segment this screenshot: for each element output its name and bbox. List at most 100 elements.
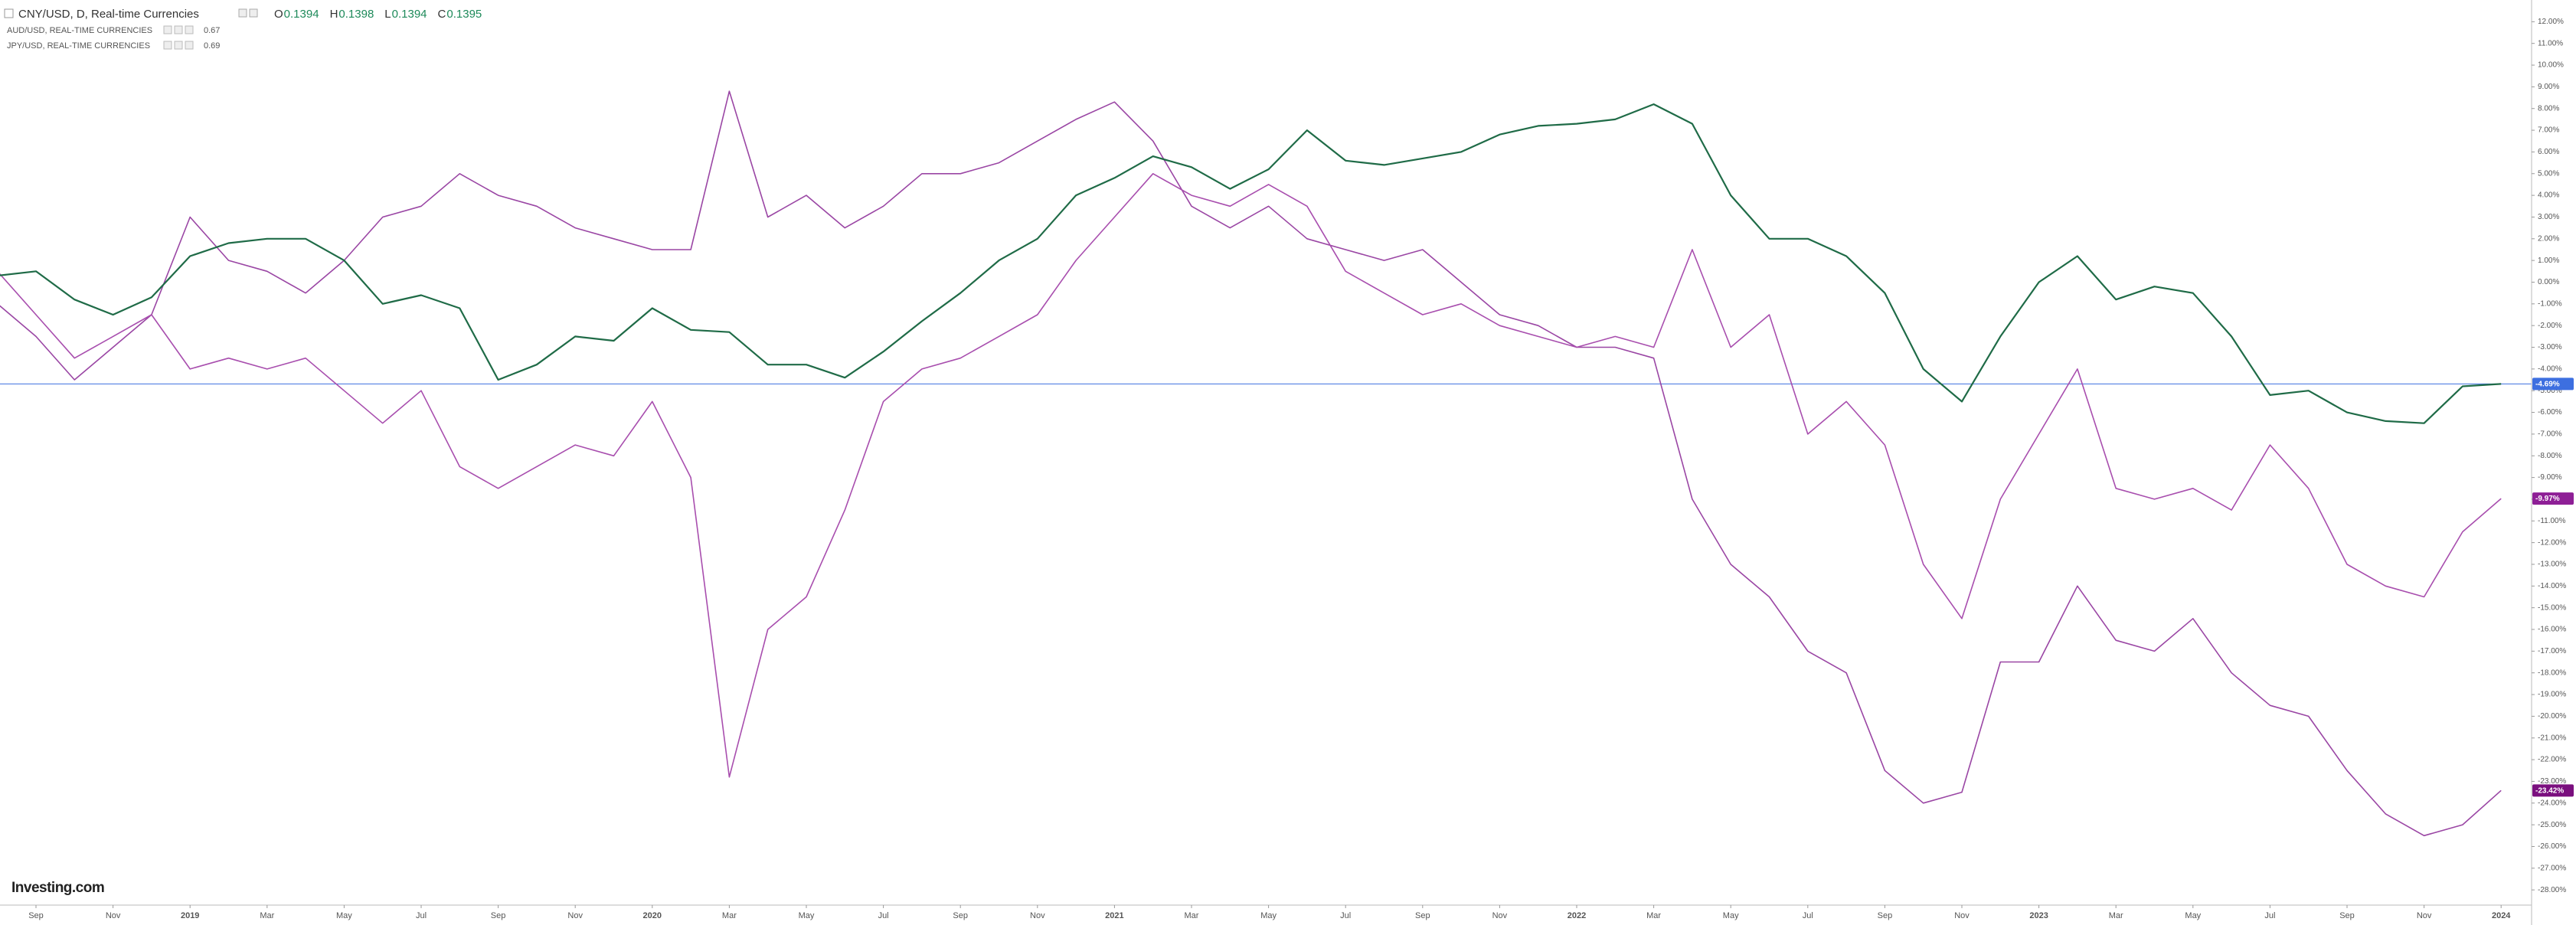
- x-tick-label: May: [1723, 911, 1739, 920]
- y-tick-label: -16.00%: [2538, 626, 2566, 634]
- badge-bg: [2532, 492, 2574, 505]
- x-tick-label: May: [1260, 911, 1277, 920]
- legend-icon[interactable]: [174, 41, 183, 50]
- x-tick-label: Jul: [2264, 911, 2275, 920]
- x-tick-label: Nov: [567, 911, 583, 920]
- settings-icon[interactable]: [238, 8, 247, 18]
- y-tick-label: 5.00%: [2538, 169, 2559, 178]
- y-tick-label: 7.00%: [2538, 126, 2559, 135]
- x-tick-label: Jul: [878, 911, 889, 920]
- x-tick-label: Sep: [1415, 911, 1430, 920]
- main-symbol: CNY/USD, D, Real-time Currencies: [18, 8, 199, 21]
- x-tick-label: Jul: [1803, 911, 1813, 920]
- ohlc-value: 0.1395: [446, 8, 482, 21]
- legend-icon[interactable]: [185, 41, 194, 50]
- x-tick-label: Mar: [2109, 911, 2123, 920]
- x-tick-label: 2019: [181, 911, 199, 920]
- y-tick-label: 2.00%: [2538, 234, 2559, 243]
- x-tick-label: Mar: [260, 911, 274, 920]
- collapse-icon[interactable]: [4, 8, 14, 18]
- x-tick-label: May: [2185, 911, 2201, 920]
- y-tick-label: -1.00%: [2538, 299, 2562, 308]
- x-tick-label: Jul: [1340, 911, 1351, 920]
- y-tick-label: -24.00%: [2538, 799, 2566, 807]
- y-tick-label: -4.00%: [2538, 365, 2562, 374]
- y-tick-label: 1.00%: [2538, 257, 2559, 265]
- ohlc: O 0.1394 H 0.1398 L 0.1394 C 0.1395: [274, 8, 482, 21]
- y-tick-label: -3.00%: [2538, 343, 2562, 351]
- ohlc-value: 0.1398: [338, 8, 374, 21]
- badge-bg: [2532, 378, 2574, 391]
- ohlc-letter: O: [274, 8, 283, 21]
- y-tick-label: -20.00%: [2538, 712, 2566, 721]
- x-tick-label: Mar: [1646, 911, 1661, 920]
- y-tick-label: -25.00%: [2538, 821, 2566, 829]
- y-tick-label: 4.00%: [2538, 191, 2559, 200]
- badge-label: -9.97%: [2535, 495, 2560, 503]
- x-tick-label: 2022: [1568, 911, 1586, 920]
- plot-area: [0, 90, 2532, 837]
- legend-icon[interactable]: [163, 25, 172, 34]
- legend-aud-price: 0.67: [204, 26, 220, 35]
- x-tick-label: Sep: [2339, 911, 2355, 920]
- last-value-badge: -4.69%: [2532, 378, 2574, 391]
- badge-label: -4.69%: [2535, 381, 2560, 389]
- legend-jpy-price: 0.69: [204, 41, 220, 51]
- ohlc-letter: L: [384, 8, 391, 21]
- y-tick-label: -2.00%: [2538, 322, 2562, 330]
- y-tick-label: -22.00%: [2538, 756, 2566, 764]
- series-line: [0, 90, 2502, 837]
- y-tick-label: -17.00%: [2538, 647, 2566, 655]
- y-tick-label: 3.00%: [2538, 213, 2559, 221]
- y-tick-label: -7.00%: [2538, 430, 2562, 439]
- x-tick-label: Nov: [1030, 911, 1045, 920]
- y-tick-label: 0.00%: [2538, 278, 2559, 286]
- x-tick-label: Sep: [953, 911, 968, 920]
- last-value-badge: -9.97%: [2532, 492, 2574, 505]
- badge-bg: [2532, 784, 2574, 797]
- y-tick-label: -26.00%: [2538, 842, 2566, 851]
- x-tick-label: 2020: [643, 911, 662, 920]
- legend-aud: AUD/USD, REAL-TIME CURRENCIES: [7, 26, 152, 35]
- y-tick-label: -28.00%: [2538, 886, 2566, 894]
- close-icon[interactable]: [249, 8, 258, 18]
- last-value-badge: -23.42%: [2532, 784, 2574, 797]
- x-tick-label: Sep: [28, 911, 44, 920]
- y-tick-label: -18.00%: [2538, 668, 2566, 677]
- logo: Investing.com: [11, 880, 104, 896]
- legend-icon[interactable]: [185, 25, 194, 34]
- y-tick-label: -23.00%: [2538, 777, 2566, 786]
- series-line: [0, 103, 2502, 424]
- y-tick-label: -19.00%: [2538, 691, 2566, 699]
- legend-icon[interactable]: [163, 41, 172, 50]
- x-tick-label: Nov: [1954, 911, 1970, 920]
- y-tick-label: -21.00%: [2538, 734, 2566, 742]
- x-tick-label: Sep: [1878, 911, 1893, 920]
- x-tick-label: Sep: [491, 911, 506, 920]
- x-tick-label: May: [799, 911, 815, 920]
- y-tick-label: 10.00%: [2538, 61, 2564, 70]
- ohlc-letter: H: [330, 8, 338, 21]
- y-tick-label: -15.00%: [2538, 603, 2566, 612]
- y-tick-label: -27.00%: [2538, 864, 2566, 872]
- y-tick-label: -6.00%: [2538, 408, 2562, 417]
- legend-jpy: JPY/USD, REAL-TIME CURRENCIES: [7, 41, 150, 51]
- x-tick-label: Jul: [416, 911, 427, 920]
- x-tick-label: Nov: [2417, 911, 2432, 920]
- y-tick-label: -13.00%: [2538, 561, 2566, 569]
- x-tick-label: Nov: [1492, 911, 1508, 920]
- x-tick-label: 2021: [1105, 911, 1123, 920]
- series-line: [0, 173, 2502, 778]
- ohlc-value: 0.1394: [284, 8, 319, 21]
- badge-label: -23.42%: [2535, 786, 2564, 795]
- y-tick-label: 8.00%: [2538, 104, 2559, 113]
- y-tick-label: -8.00%: [2538, 452, 2562, 460]
- y-tick-label: -14.00%: [2538, 582, 2566, 590]
- x-tick-label: Mar: [1185, 911, 1199, 920]
- x-tick-label: 2023: [2029, 911, 2048, 920]
- y-tick-label: 11.00%: [2538, 39, 2563, 47]
- legend-icon[interactable]: [174, 25, 183, 34]
- y-tick-label: 9.00%: [2538, 83, 2559, 91]
